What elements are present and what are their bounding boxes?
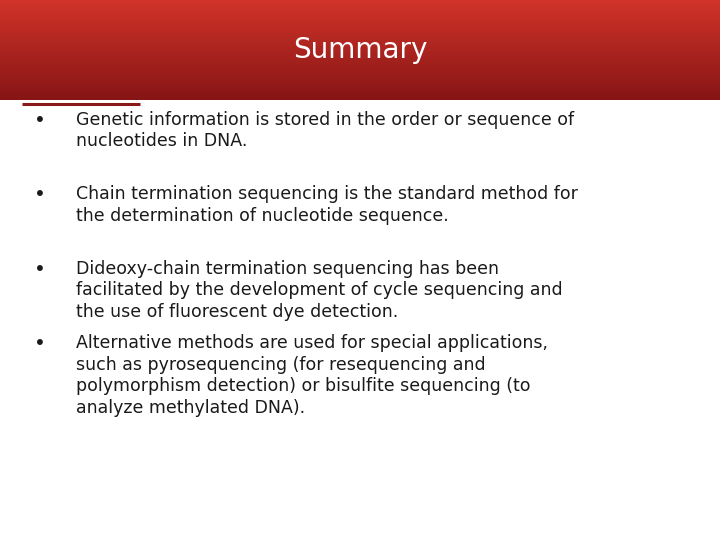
Bar bbox=[0, 39, 720, 43]
Bar bbox=[0, 52, 720, 55]
Bar bbox=[0, 97, 720, 100]
Text: Dideoxy-chain termination sequencing has been
facilitated by the development of : Dideoxy-chain termination sequencing has… bbox=[76, 260, 562, 321]
Bar bbox=[0, 19, 720, 23]
Bar bbox=[0, 92, 720, 95]
Bar bbox=[0, 15, 720, 17]
Bar bbox=[0, 24, 720, 28]
Text: •: • bbox=[34, 260, 45, 279]
Bar bbox=[0, 67, 720, 70]
Bar bbox=[0, 29, 720, 32]
Bar bbox=[0, 27, 720, 30]
Bar bbox=[0, 64, 720, 68]
Bar bbox=[0, 79, 720, 83]
Bar bbox=[0, 57, 720, 60]
Text: Chain termination sequencing is the standard method for
the determination of nuc: Chain termination sequencing is the stan… bbox=[76, 185, 577, 225]
Bar bbox=[0, 72, 720, 75]
Bar bbox=[0, 35, 720, 37]
Bar bbox=[0, 17, 720, 20]
Text: •: • bbox=[34, 111, 45, 130]
Bar bbox=[0, 94, 720, 97]
Bar bbox=[0, 89, 720, 92]
Bar bbox=[0, 47, 720, 50]
Bar bbox=[0, 10, 720, 12]
Bar bbox=[0, 44, 720, 48]
Bar bbox=[0, 69, 720, 72]
Text: Alternative methods are used for special applications,
such as pyrosequencing (f: Alternative methods are used for special… bbox=[76, 334, 548, 417]
Bar bbox=[0, 7, 720, 10]
Bar bbox=[0, 4, 720, 8]
Bar bbox=[0, 82, 720, 85]
Text: Summary: Summary bbox=[293, 36, 427, 64]
Bar bbox=[0, 42, 720, 45]
Bar bbox=[0, 62, 720, 65]
Text: •: • bbox=[34, 334, 45, 353]
Text: •: • bbox=[34, 185, 45, 204]
Bar bbox=[0, 0, 720, 3]
Bar bbox=[0, 59, 720, 63]
Bar bbox=[0, 12, 720, 15]
Bar bbox=[0, 87, 720, 90]
Bar bbox=[0, 32, 720, 35]
Bar bbox=[0, 75, 720, 77]
Bar bbox=[0, 84, 720, 87]
Bar bbox=[0, 55, 720, 57]
Bar bbox=[0, 77, 720, 80]
Text: Genetic information is stored in the order or sequence of
nucleotides in DNA.: Genetic information is stored in the ord… bbox=[76, 111, 574, 150]
Bar bbox=[0, 2, 720, 5]
Bar bbox=[0, 49, 720, 52]
Bar bbox=[0, 22, 720, 25]
Bar bbox=[0, 37, 720, 40]
